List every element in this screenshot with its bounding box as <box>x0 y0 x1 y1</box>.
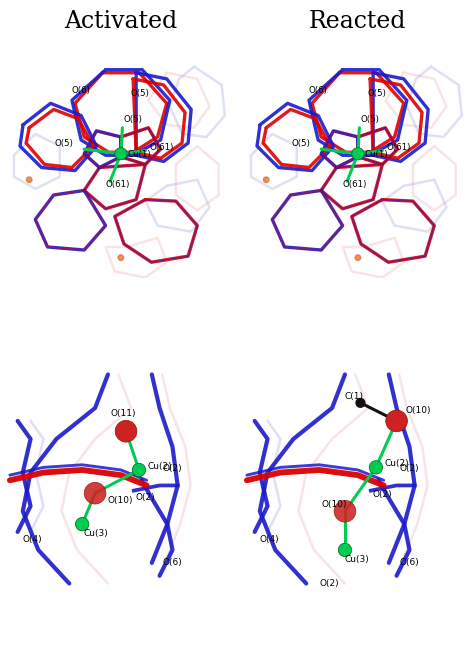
Text: O(5): O(5) <box>361 115 380 124</box>
Text: O(61): O(61) <box>343 180 367 190</box>
Circle shape <box>334 501 356 522</box>
Circle shape <box>338 543 352 557</box>
Text: O(61): O(61) <box>387 143 411 152</box>
Text: O(6): O(6) <box>162 558 182 567</box>
Text: O(11): O(11) <box>111 409 136 419</box>
Text: O(4): O(4) <box>23 535 43 544</box>
Text: Activated: Activated <box>64 10 177 33</box>
Circle shape <box>355 255 361 260</box>
Text: O(61): O(61) <box>106 180 130 190</box>
Text: O(2): O(2) <box>319 579 339 588</box>
Text: Cu(2): Cu(2) <box>385 459 410 468</box>
Text: Cu(2): Cu(2) <box>148 462 173 470</box>
Text: O(5): O(5) <box>292 139 310 148</box>
Text: O(5): O(5) <box>130 89 149 98</box>
Circle shape <box>118 255 124 260</box>
Text: O(10): O(10) <box>406 406 431 415</box>
Circle shape <box>369 461 383 474</box>
Text: Cu(3): Cu(3) <box>345 556 370 564</box>
Text: O(2): O(2) <box>162 464 182 473</box>
Circle shape <box>132 463 146 477</box>
Circle shape <box>84 482 106 504</box>
Text: Cu(1): Cu(1) <box>365 150 388 159</box>
Circle shape <box>75 518 89 531</box>
Text: O(2): O(2) <box>399 464 419 473</box>
Text: O(61): O(61) <box>150 143 174 152</box>
Text: O(2): O(2) <box>372 490 392 499</box>
Text: O(6): O(6) <box>72 86 91 94</box>
Text: O(6): O(6) <box>399 558 419 567</box>
Text: Cu(1): Cu(1) <box>128 150 151 159</box>
Text: O(2): O(2) <box>135 493 155 502</box>
Circle shape <box>115 420 137 442</box>
Text: Cu(3): Cu(3) <box>83 529 108 538</box>
Text: O(4): O(4) <box>260 535 280 544</box>
Circle shape <box>352 148 364 160</box>
Text: Reacted: Reacted <box>309 10 407 33</box>
Circle shape <box>356 398 365 407</box>
Text: O(10): O(10) <box>322 501 347 509</box>
Text: O(10): O(10) <box>108 496 133 505</box>
Text: O(6): O(6) <box>309 86 328 94</box>
Text: O(5): O(5) <box>55 139 73 148</box>
Circle shape <box>264 177 269 182</box>
Circle shape <box>386 410 408 432</box>
Text: C(1): C(1) <box>345 392 364 401</box>
Text: O(5): O(5) <box>367 89 386 98</box>
Circle shape <box>115 148 127 160</box>
Circle shape <box>27 177 32 182</box>
Text: O(5): O(5) <box>124 115 143 124</box>
